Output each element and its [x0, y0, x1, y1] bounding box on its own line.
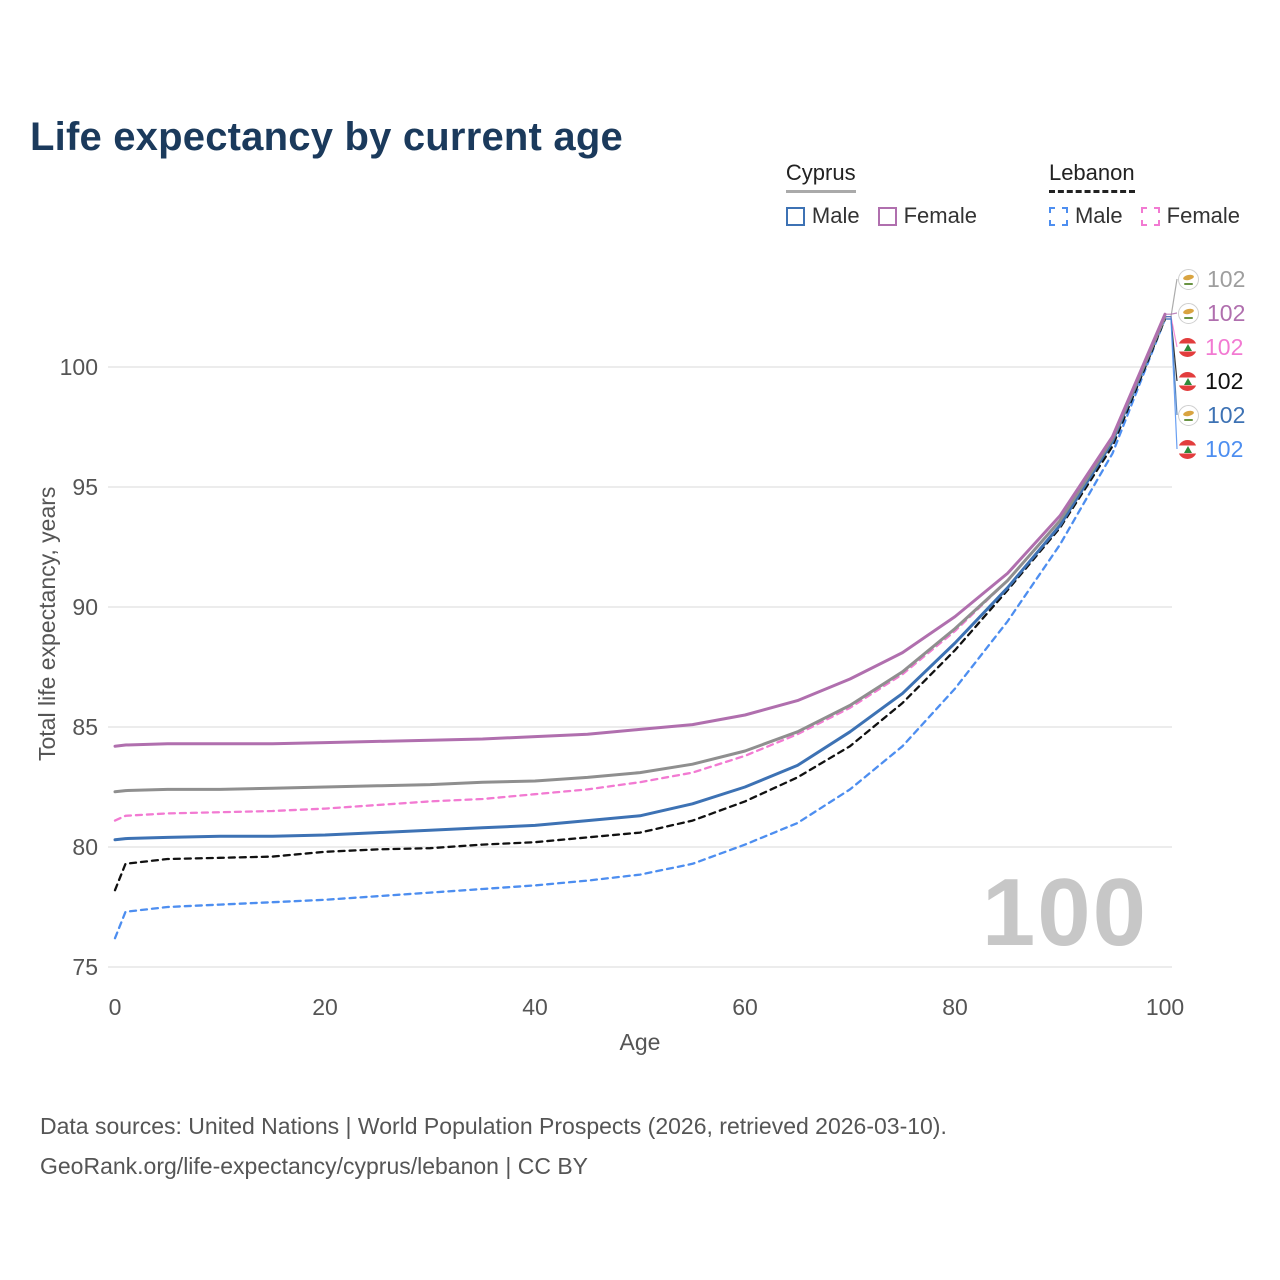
- y-tick-label: 90: [72, 594, 98, 620]
- footer-attribution: GeoRank.org/life-expectancy/cyprus/leban…: [40, 1153, 589, 1179]
- footer-data-sources: Data sources: United Nations | World Pop…: [40, 1113, 947, 1139]
- y-tick-label: 85: [72, 714, 98, 740]
- legend-item-label: Male: [1074, 203, 1123, 228]
- legend-item-lebanon-male: Male: [1048, 203, 1123, 229]
- chart-legend: Cyprus Male Female Lebanon Male Female: [785, 160, 1240, 229]
- legend-item-cyprus-female: Female: [877, 203, 977, 229]
- end-labels: 102 102 102 102 102 102: [1178, 266, 1245, 462]
- y-tick-label: 80: [72, 834, 98, 860]
- end-label-lebanon-male: 102: [1178, 436, 1245, 462]
- legend-item-label: Male: [811, 203, 860, 228]
- legend-group-cyprus: Cyprus Male Female: [785, 160, 977, 229]
- chart-svg: 75 80 85 90 95 100 0 20 40 60 80 100 Age: [60, 278, 1184, 1055]
- x-tick-label: 60: [732, 994, 758, 1020]
- legend-item-cyprus-male: Male: [785, 203, 860, 229]
- end-label-cyprus-female: 102: [1178, 300, 1245, 326]
- x-tick-label: 100: [1146, 994, 1184, 1020]
- x-tick-label: 80: [942, 994, 968, 1020]
- series-line-cyprus: [113, 315, 1167, 794]
- lebanon-flag-icon: [1178, 371, 1197, 391]
- end-label-value: 102: [1205, 333, 1244, 360]
- x-tick-label: 20: [312, 994, 338, 1020]
- end-label-lebanon: 102: [1178, 368, 1245, 394]
- lebanon-female-swatch-icon: [1140, 206, 1160, 226]
- series-line-cyprus-male: [113, 315, 1167, 842]
- lebanon-flag-icon: [1178, 337, 1197, 357]
- x-axis-label: Age: [620, 1029, 661, 1055]
- cyprus-male-swatch-icon: [785, 206, 805, 226]
- end-label-value: 102: [1207, 299, 1246, 326]
- page-title: Life expectancy by current age: [30, 114, 623, 159]
- cyprus-flag-icon: [1178, 268, 1199, 290]
- cyprus-female-swatch-icon: [877, 206, 897, 226]
- end-label-value: 102: [1205, 367, 1244, 394]
- lebanon-flag-icon: [1178, 439, 1197, 459]
- series-line-lebanon-male: [113, 317, 1167, 940]
- lebanon-male-swatch-icon: [1048, 206, 1068, 226]
- end-label-leader: [1166, 318, 1178, 450]
- end-label-leader: [1166, 315, 1178, 416]
- legend-item-label: Female: [1166, 203, 1240, 228]
- end-label-value: 102: [1207, 401, 1246, 428]
- x-tick-label: 0: [109, 994, 122, 1020]
- legend-item-lebanon-female: Female: [1140, 203, 1240, 229]
- end-label-cyprus: 102: [1178, 266, 1245, 292]
- end-label-lebanon-female: 102: [1178, 334, 1245, 360]
- y-tick-label: 100: [60, 354, 98, 380]
- cyprus-flag-icon: [1178, 404, 1199, 426]
- series-line-lebanon: [113, 317, 1167, 892]
- end-label-value: 102: [1207, 265, 1246, 292]
- y-tick-label: 75: [72, 954, 98, 980]
- legend-group-label-cyprus: Cyprus: [785, 160, 856, 193]
- cyprus-flag-icon: [1178, 302, 1199, 324]
- x-tick-label: 40: [522, 994, 548, 1020]
- y-tick-label: 95: [72, 474, 98, 500]
- end-label-leader: [1166, 312, 1178, 315]
- age-watermark: 100: [981, 859, 1148, 966]
- end-label-cyprus-male: 102: [1178, 402, 1245, 428]
- legend-item-label: Female: [903, 203, 977, 228]
- end-label-value: 102: [1205, 435, 1244, 462]
- legend-group-label-lebanon: Lebanon: [1048, 160, 1135, 193]
- series-line-cyprus-female: [113, 312, 1167, 748]
- footer: Data sources: United Nations | World Pop…: [40, 1106, 947, 1186]
- end-label-leader: [1166, 278, 1178, 318]
- legend-group-lebanon: Lebanon Male Female: [1048, 160, 1240, 229]
